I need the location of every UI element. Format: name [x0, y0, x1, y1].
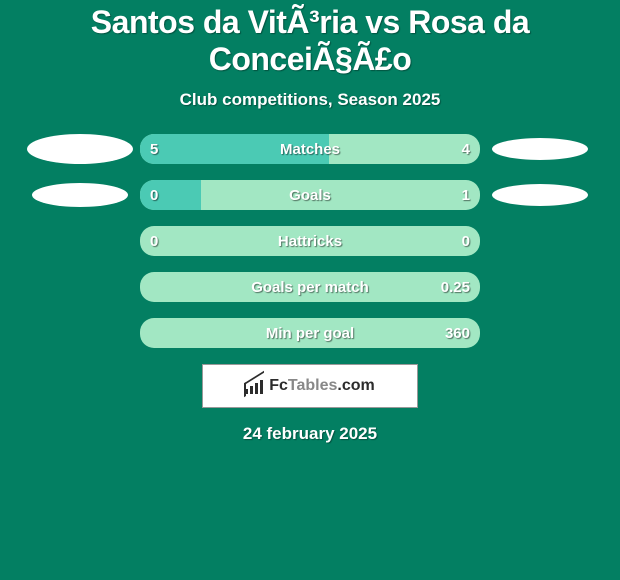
stat-label: Min per goal	[140, 318, 480, 348]
logo-dotcom: .com	[337, 377, 374, 394]
stat-bar: Goals per match0.25	[140, 272, 480, 302]
stat-row: Min per goal360	[0, 318, 620, 348]
subtitle: Club competitions, Season 2025	[0, 90, 620, 110]
player-marker-left	[32, 183, 128, 207]
stat-value-right: 360	[445, 318, 470, 348]
logo-tables: Tables	[288, 377, 338, 394]
stat-value-right: 4	[462, 134, 470, 164]
page-title: Santos da VitÃ³ria vs Rosa da ConceiÃ§Ã£…	[0, 4, 620, 78]
left-marker-col	[20, 180, 140, 210]
right-marker-col	[480, 226, 600, 256]
stat-value-right: 0.25	[441, 272, 470, 302]
stat-bar: Min per goal360	[140, 318, 480, 348]
stat-bar: 0Hattricks0	[140, 226, 480, 256]
stat-row: Goals per match0.25	[0, 272, 620, 302]
left-marker-col	[20, 134, 140, 164]
comparison-infographic: Santos da VitÃ³ria vs Rosa da ConceiÃ§Ã£…	[0, 0, 620, 580]
left-marker-col	[20, 318, 140, 348]
logo-chart-icon	[245, 378, 263, 394]
left-marker-col	[20, 226, 140, 256]
stat-label: Matches	[140, 134, 480, 164]
stat-value-right: 0	[462, 226, 470, 256]
stat-value-right: 1	[462, 180, 470, 210]
stat-label: Hattricks	[140, 226, 480, 256]
left-marker-col	[20, 272, 140, 302]
stat-label: Goals	[140, 180, 480, 210]
right-marker-col	[480, 134, 600, 164]
right-marker-col	[480, 318, 600, 348]
stat-label: Goals per match	[140, 272, 480, 302]
stat-row: 0Goals1	[0, 180, 620, 210]
right-marker-col	[480, 180, 600, 210]
right-marker-col	[480, 272, 600, 302]
player-marker-right	[492, 138, 588, 160]
fctables-logo: FcTables.com	[202, 364, 418, 408]
player-marker-left	[27, 134, 133, 164]
logo-text: FcTables.com	[269, 377, 375, 395]
date: 24 february 2025	[0, 424, 620, 444]
stat-bar: 5Matches4	[140, 134, 480, 164]
stats-grid: 5Matches40Goals10Hattricks0Goals per mat…	[0, 134, 620, 348]
stat-row: 0Hattricks0	[0, 226, 620, 256]
stat-bar: 0Goals1	[140, 180, 480, 210]
player-marker-right	[492, 184, 588, 206]
stat-row: 5Matches4	[0, 134, 620, 164]
logo-fc: Fc	[269, 377, 288, 394]
